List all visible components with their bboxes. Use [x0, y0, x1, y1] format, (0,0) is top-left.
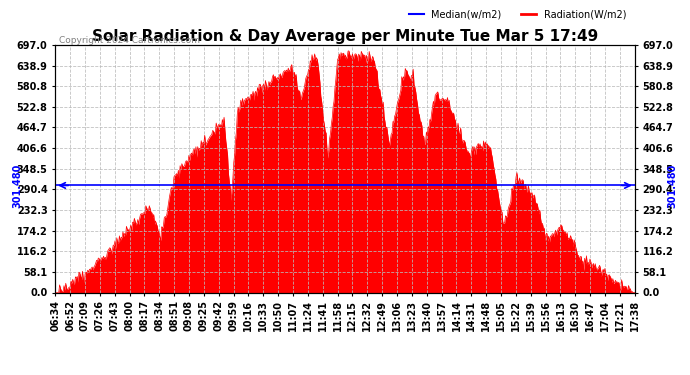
- Text: 301.480: 301.480: [12, 163, 23, 208]
- Text: 301.480: 301.480: [667, 163, 678, 208]
- Title: Solar Radiation & Day Average per Minute Tue Mar 5 17:49: Solar Radiation & Day Average per Minute…: [92, 29, 598, 44]
- Legend: Median(w/m2), Radiation(W/m2): Median(w/m2), Radiation(W/m2): [405, 5, 630, 23]
- Text: Copyright 2024 Cartronics.com: Copyright 2024 Cartronics.com: [59, 36, 199, 45]
